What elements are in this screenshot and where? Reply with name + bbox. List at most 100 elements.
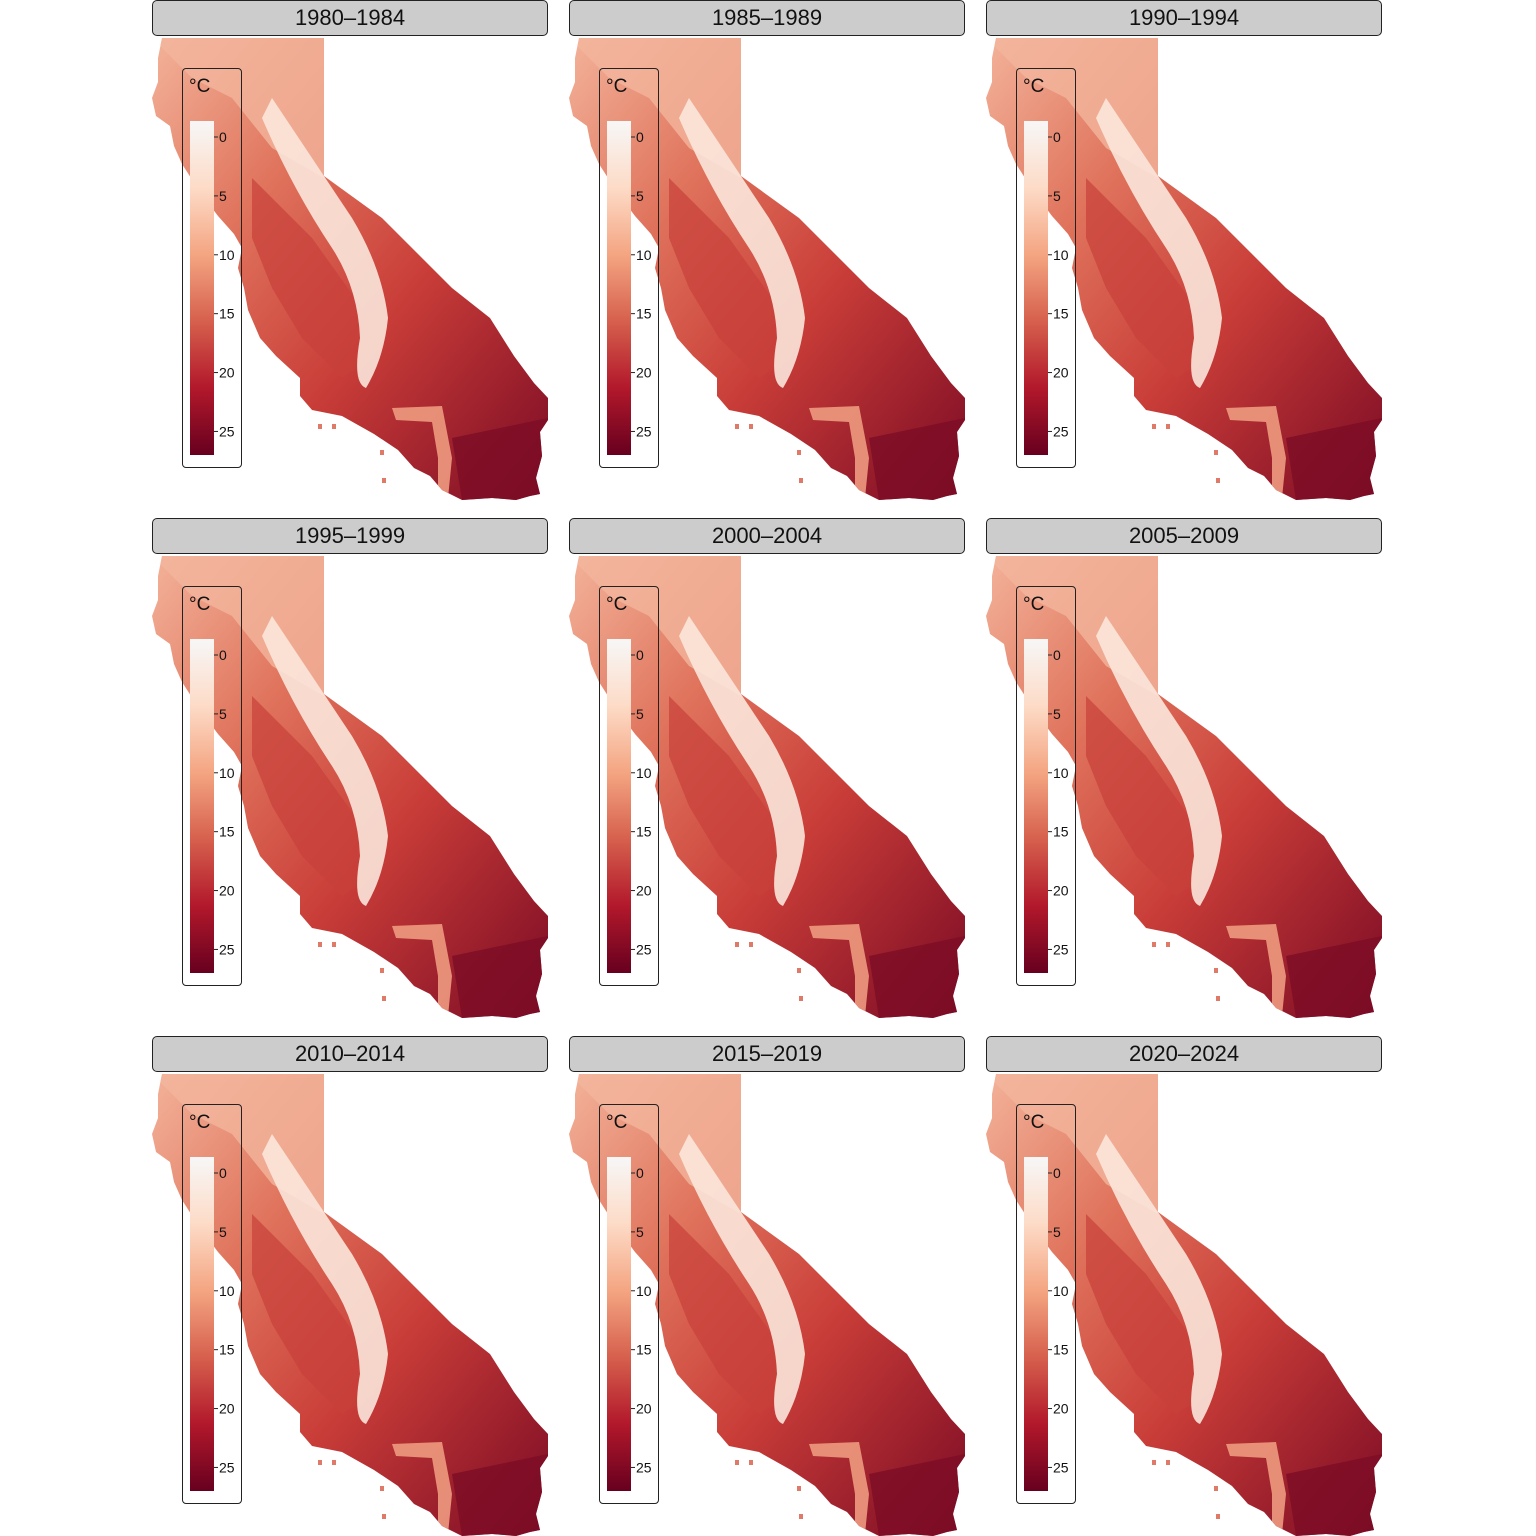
color-legend: °C 0 5 10 15 20 25 <box>1016 586 1076 986</box>
legend-tick-label: 0 <box>636 1165 644 1181</box>
legend-title: °C <box>189 76 211 97</box>
legend-tick-label: 0 <box>636 129 644 145</box>
island-pixel <box>749 942 753 947</box>
legend-tick-label: 25 <box>219 1459 235 1475</box>
temperature-raster-map <box>152 556 548 1018</box>
facet-strip-title: 2020–2024 <box>986 1036 1382 1072</box>
facet-panel: 2010–2014 °C 0 5 10 15 20 25 <box>152 1036 552 1536</box>
facet-strip-title: 2010–2014 <box>152 1036 548 1072</box>
sierra-nevada-cold-ridge <box>679 98 805 388</box>
desert-hot-region <box>452 936 548 1018</box>
legend-title: °C <box>1023 594 1045 615</box>
sierra-nevada-cold-ridge <box>262 1134 388 1424</box>
legend-tick-label: 10 <box>636 1283 652 1299</box>
legend-tick-label: 0 <box>636 647 644 663</box>
island-pixel <box>1214 450 1218 455</box>
island-pixel <box>1216 996 1220 1001</box>
legend-tick-label: 5 <box>636 188 644 204</box>
sierra-nevada-cold-ridge <box>1096 616 1222 906</box>
legend-gradient-bar <box>190 121 214 455</box>
desert-hot-region <box>1286 1454 1382 1536</box>
desert-hot-region <box>452 1454 548 1536</box>
legend-tick-label: 5 <box>1053 706 1061 722</box>
island-pixel <box>1216 478 1220 483</box>
facet-strip-title: 2000–2004 <box>569 518 965 554</box>
island-pixel <box>749 424 753 429</box>
legend-tick-label: 25 <box>636 1459 652 1475</box>
legend-tick-label: 20 <box>636 883 652 899</box>
temperature-raster-map <box>986 1074 1382 1536</box>
legend-colorbar: 0 5 10 15 20 25 <box>607 121 652 455</box>
island-pixel <box>318 942 322 947</box>
island-pixel <box>382 478 386 483</box>
facet-panel: 2020–2024 °C 0 5 10 15 20 25 <box>986 1036 1386 1536</box>
legend-tick-label: 0 <box>1053 647 1061 663</box>
island-pixel <box>382 1514 386 1519</box>
legend-gradient-bar <box>607 121 631 455</box>
sierra-nevada-cold-ridge <box>1096 1134 1222 1424</box>
legend-tick-label: 10 <box>636 765 652 781</box>
temperature-raster-map <box>569 38 965 500</box>
island-pixel <box>380 1486 384 1491</box>
legend-tick-label: 0 <box>219 129 227 145</box>
island-pixel <box>1166 1460 1170 1465</box>
legend-tick-label: 5 <box>219 188 227 204</box>
island-pixel <box>1216 1514 1220 1519</box>
sierra-nevada-cold-ridge <box>262 616 388 906</box>
island-pixel <box>332 424 336 429</box>
central-valley-region <box>669 1214 791 1414</box>
desert-hot-region <box>1286 936 1382 1018</box>
southern-mountains <box>809 1442 869 1534</box>
legend-tick-label: 15 <box>636 824 652 840</box>
island-pixel <box>735 424 739 429</box>
legend-tick-label: 5 <box>219 706 227 722</box>
facet-strip-title: 1990–1994 <box>986 0 1382 36</box>
legend-gradient-bar <box>607 1157 631 1491</box>
legend-tick-label: 25 <box>219 941 235 957</box>
legend-colorbar: 0 5 10 15 20 25 <box>1024 1157 1069 1491</box>
legend-tick-label: 25 <box>636 423 652 439</box>
legend-gradient-bar <box>1024 1157 1048 1491</box>
island-pixel <box>380 450 384 455</box>
island-pixel <box>382 996 386 1001</box>
legend-tick-label: 0 <box>219 647 227 663</box>
legend-title: °C <box>606 76 628 97</box>
island-pixel <box>797 1486 801 1491</box>
island-pixel <box>332 942 336 947</box>
legend-colorbar: 0 5 10 15 20 25 <box>607 1157 652 1491</box>
legend-gradient-bar <box>1024 639 1048 973</box>
sierra-nevada-cold-ridge <box>679 616 805 906</box>
legend-tick-label: 10 <box>219 1283 235 1299</box>
central-valley-region <box>252 696 374 896</box>
island-pixel <box>735 1460 739 1465</box>
southern-mountains <box>1226 924 1286 1016</box>
central-valley-region <box>1086 178 1208 378</box>
legend-tick-label: 15 <box>219 824 235 840</box>
island-pixel <box>749 1460 753 1465</box>
southern-mountains <box>392 1442 452 1534</box>
facet-panel: 1990–1994 °C 0 5 10 15 20 25 <box>986 0 1386 500</box>
temperature-raster-map <box>569 1074 965 1536</box>
legend-tick-label: 25 <box>1053 423 1069 439</box>
legend-tick-label: 15 <box>636 1342 652 1358</box>
legend-tick-label: 10 <box>219 765 235 781</box>
legend-colorbar: 0 5 10 15 20 25 <box>190 1157 235 1491</box>
color-legend: °C 0 5 10 15 20 25 <box>1016 68 1076 468</box>
legend-gradient-bar <box>607 639 631 973</box>
central-valley-region <box>1086 1214 1208 1414</box>
legend-tick-label: 5 <box>1053 1224 1061 1240</box>
legend-tick-label: 15 <box>219 306 235 322</box>
island-pixel <box>1166 942 1170 947</box>
sierra-nevada-cold-ridge <box>1096 98 1222 388</box>
legend-title: °C <box>606 1112 628 1133</box>
legend-tick-label: 20 <box>636 1401 652 1417</box>
facet-strip-title: 2015–2019 <box>569 1036 965 1072</box>
legend-tick-label: 10 <box>219 247 235 263</box>
temperature-raster-map <box>986 556 1382 1018</box>
legend-tick-label: 15 <box>1053 824 1069 840</box>
island-pixel <box>380 968 384 973</box>
legend-tick-label: 5 <box>636 706 644 722</box>
desert-hot-region <box>869 418 965 500</box>
island-pixel <box>799 996 803 1001</box>
legend-tick-label: 25 <box>1053 941 1069 957</box>
